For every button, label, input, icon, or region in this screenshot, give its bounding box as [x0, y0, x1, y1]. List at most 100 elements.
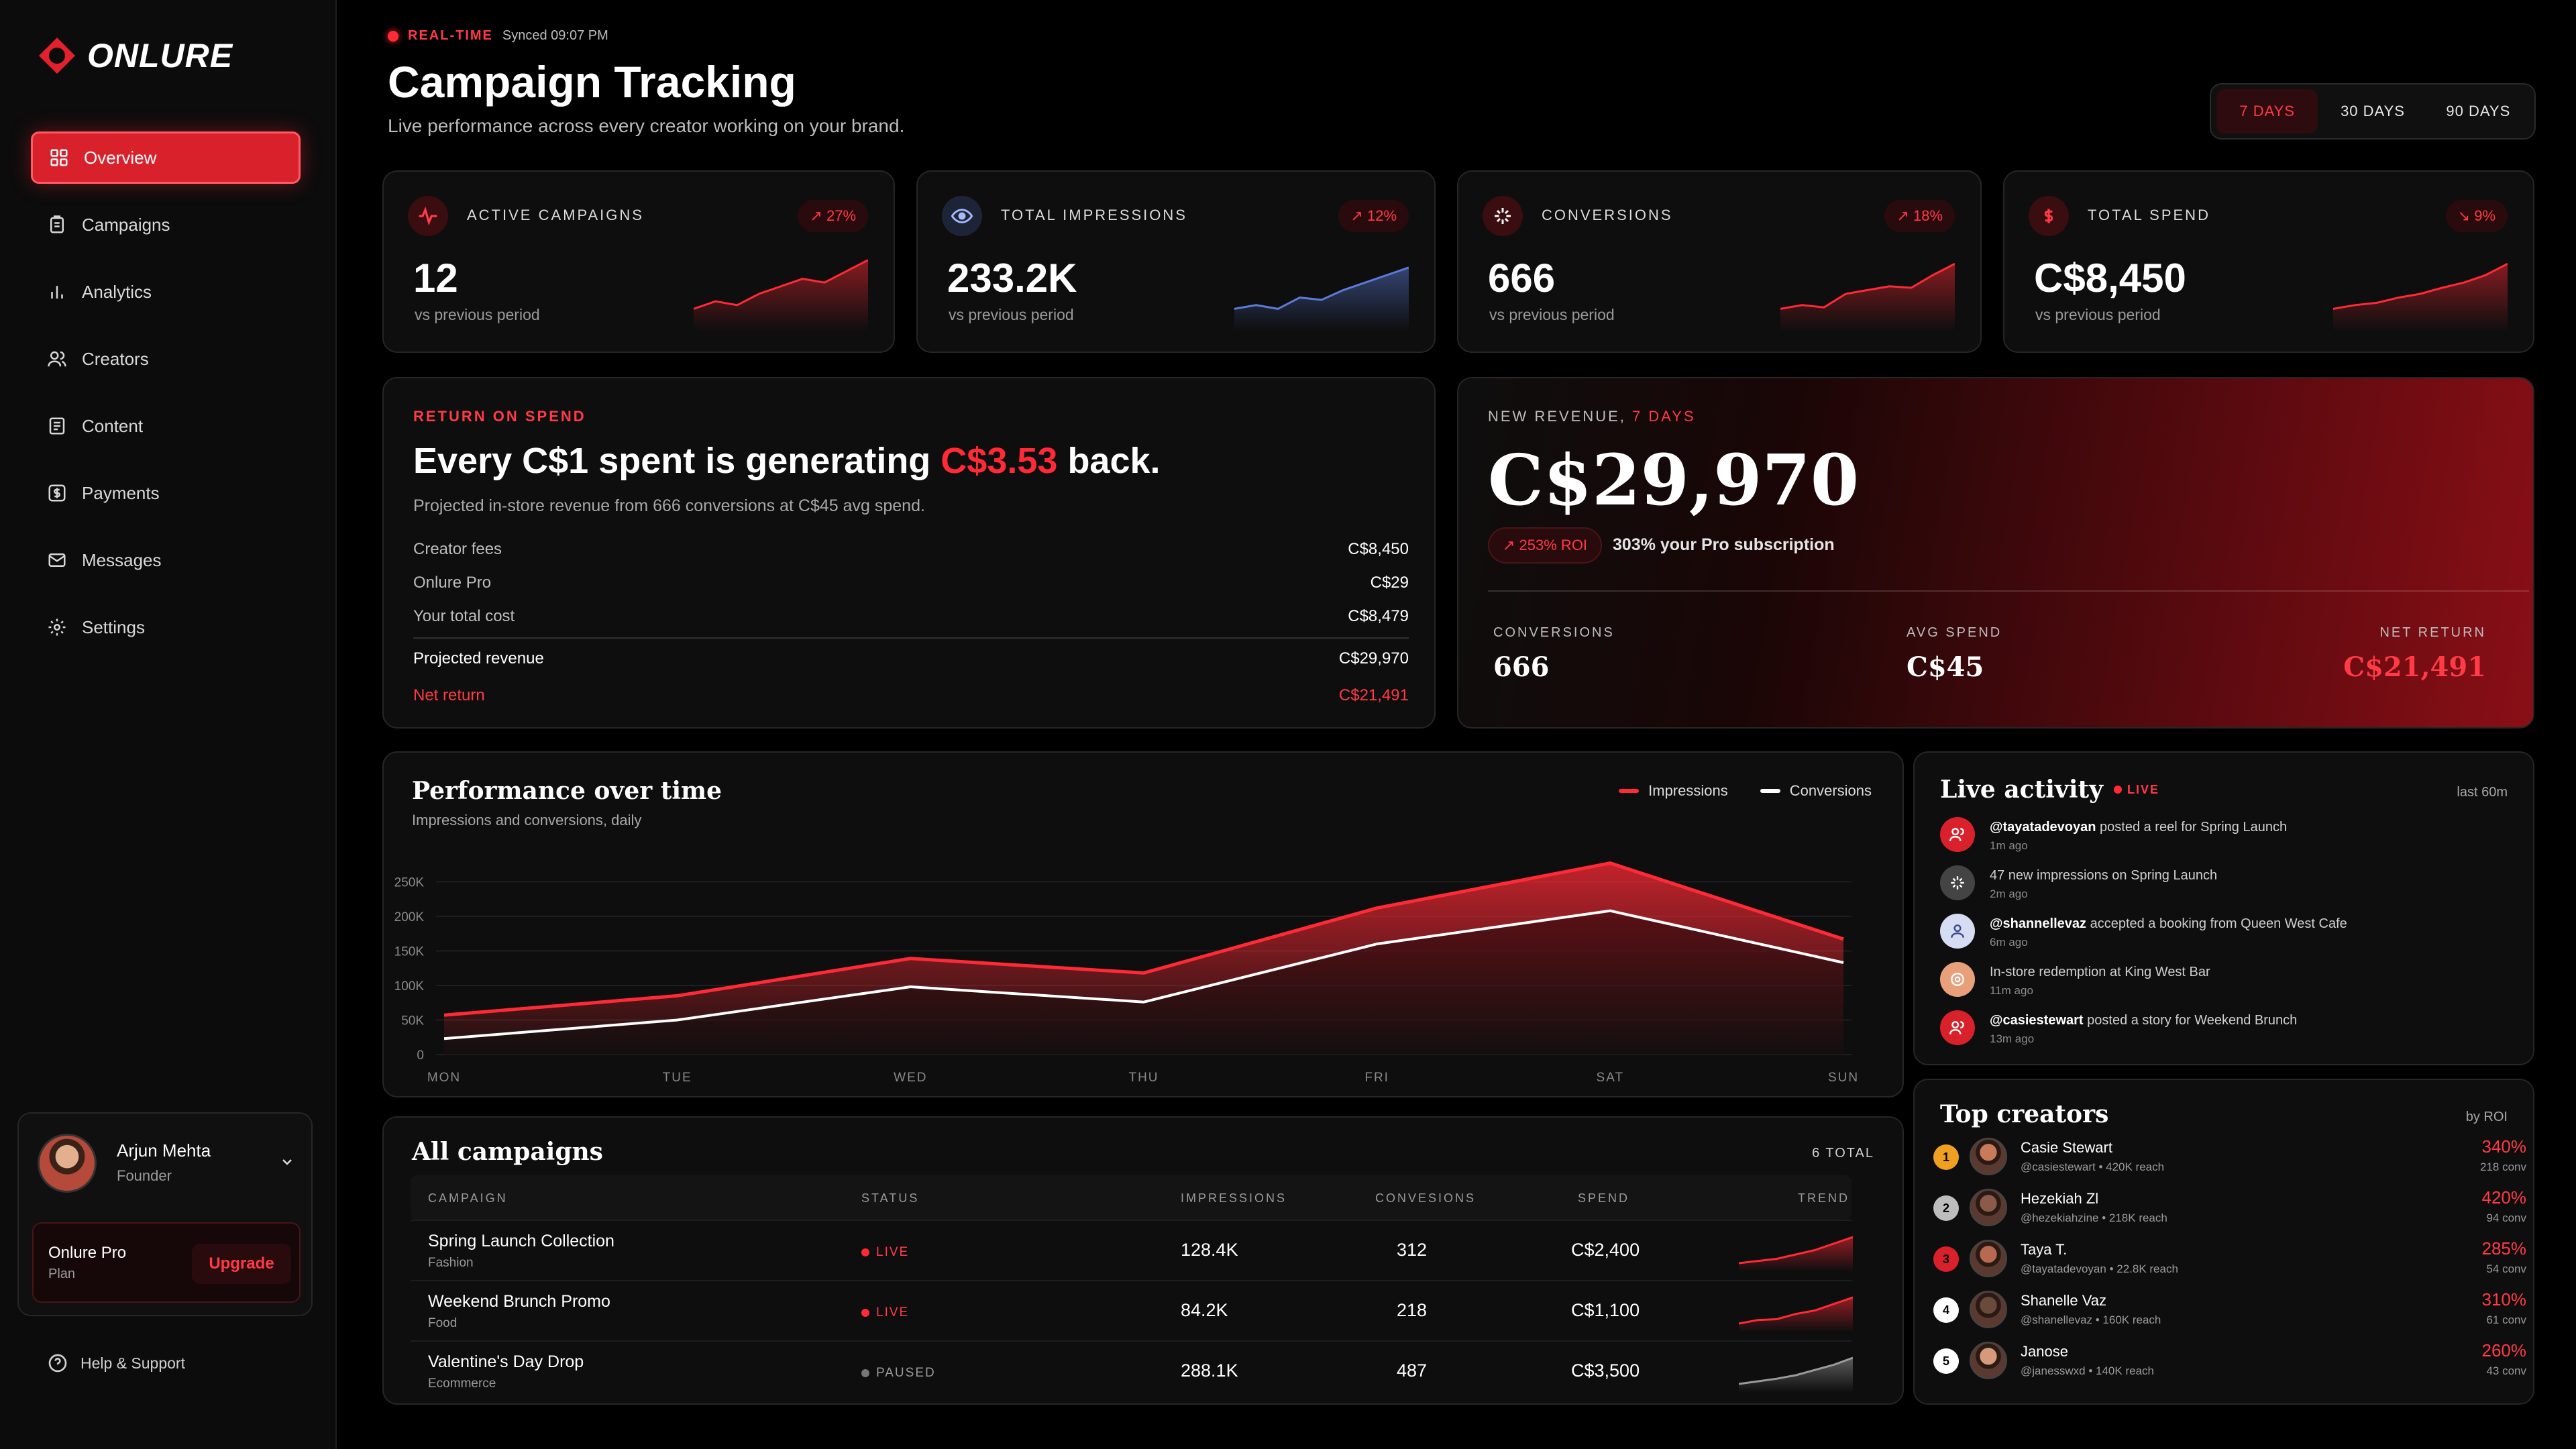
col-campaign[interactable]: CAMPAIGN	[428, 1191, 508, 1205]
brand-logo[interactable]: ONLURE	[36, 35, 233, 76]
sidebar-item-overview[interactable]: Overview	[31, 131, 301, 184]
range-30-days-button[interactable]: 30 DAYS	[2341, 103, 2405, 119]
sparkline-line	[1780, 262, 1955, 310]
activity-item[interactable]: @casiestewart posted a story for Weekend…	[1940, 1010, 2297, 1046]
campaigns-title: All campaigns	[412, 1138, 603, 1166]
creator-row[interactable]: 5 Janose @janesswxd • 140K reach 260% 43 con…	[1933, 1338, 2526, 1385]
cell-conversions: 312	[1397, 1240, 1428, 1260]
legend-item-impressions[interactable]: Impressions	[1619, 782, 1728, 800]
revenue-value: C$29,970	[1488, 439, 1860, 521]
kpi-card-conversions[interactable]: CONVERSIONS ↗ 18% 666 vs previous period	[1457, 170, 1982, 353]
sparkline-line	[1234, 266, 1409, 310]
grid-icon	[49, 148, 69, 168]
sparkline-line	[2333, 262, 2508, 310]
sidebar-item-content[interactable]: Content	[31, 400, 301, 452]
creator-roi: 310%	[2481, 1289, 2527, 1309]
synced-time: Synced 09:07 PM	[502, 28, 608, 43]
x-tick-label: MON	[427, 1071, 461, 1085]
sidebar-item-messages[interactable]: Messages	[31, 534, 301, 586]
all-campaigns-card: All campaigns 6 TOTAL CAMPAIGN STATUS IM…	[382, 1116, 1904, 1405]
cell-impressions: 128.4K	[1181, 1240, 1238, 1260]
activity-item[interactable]: @tayatadevoyan posted a reel for Spring …	[1940, 817, 2287, 853]
table-row[interactable]: Spring Launch Collection Fashion LIVE 128.4…	[411, 1220, 1853, 1280]
revenue-label: NEW REVENUE, 7 DAYS	[1488, 408, 1696, 425]
sidebar-item-campaigns[interactable]: Campaigns	[31, 199, 301, 251]
creator-roi: 260%	[2481, 1340, 2527, 1360]
live-dot-icon	[388, 30, 398, 42]
brand-name: ONLURE	[87, 37, 233, 74]
y-tick-label: 200K	[394, 910, 425, 924]
user-icon	[1940, 914, 1975, 949]
table-row[interactable]: Valentine's Day Drop Ecommerce PAUSED 288.1…	[411, 1340, 1853, 1401]
campaign-name[interactable]: Spring Launch Collection	[428, 1232, 614, 1250]
activity-user[interactable]: @casiestewart	[1990, 1013, 2084, 1028]
x-tick-label: WED	[894, 1071, 927, 1085]
legend-item-conversions[interactable]: Conversions	[1760, 782, 1872, 800]
kpi-card-active-campaigns[interactable]: ACTIVE CAMPAIGNS ↗ 27% 12 vs previous pe…	[382, 170, 895, 353]
chevron-down-icon[interactable]	[279, 1154, 295, 1170]
sparkline	[2333, 262, 2508, 331]
trend-sparkline	[1739, 1356, 1853, 1393]
col-impressions[interactable]: IMPRESSIONS	[1181, 1191, 1287, 1205]
activity-user[interactable]: @shannellevaz	[1990, 916, 2087, 931]
help-support-link[interactable]: Help & Support	[47, 1352, 185, 1374]
col-conversions[interactable]: CONVESIONS	[1375, 1191, 1477, 1205]
performance-chart-card: Performance over time Impressions and co…	[382, 751, 1904, 1097]
status-badge: LIVE	[861, 1305, 909, 1320]
activity-text: @shannellevaz accepted a booking from Qu…	[1990, 916, 2347, 931]
creator-handle: @tayatadevoyan • 22.8K reach	[2021, 1263, 2178, 1275]
y-tick-label: 150K	[394, 945, 425, 959]
col-spend[interactable]: SPEND	[1578, 1191, 1630, 1205]
creator-handle: @janesswxd • 140K reach	[2021, 1364, 2154, 1377]
roi-label: RETURN ON SPEND	[413, 408, 586, 425]
creator-handle: @shanellevaz • 160K reach	[2021, 1313, 2161, 1326]
activity-item[interactable]: 47 new impressions on Spring Launch 2m ag…	[1940, 865, 2217, 901]
x-tick-label: FRI	[1364, 1071, 1389, 1085]
avatar	[1970, 1189, 2007, 1226]
gear-icon	[47, 617, 67, 637]
kpi-card-total-spend[interactable]: TOTAL SPEND ↘ 9% C$8,450 vs previous per…	[2003, 170, 2534, 353]
status-badge: PAUSED	[861, 1366, 936, 1381]
campaign-category: Ecommerce	[428, 1377, 496, 1391]
kpi-label: CONVERSIONS	[1542, 207, 1673, 223]
activity-item[interactable]: In-store redemption at King West Bar 11m …	[1940, 962, 2210, 998]
sidebar-item-settings[interactable]: Settings	[31, 601, 301, 653]
users-icon	[47, 349, 67, 369]
creator-row[interactable]: 4 Shanelle Vaz @shanellevaz • 160K reach 31…	[1933, 1287, 2526, 1334]
col-trend[interactable]: TREND	[1798, 1191, 1849, 1205]
col-status[interactable]: STATUS	[861, 1191, 920, 1205]
creator-row[interactable]: 2 Hezekiah Zl @hezekiahzine • 218K reach 42…	[1933, 1185, 2526, 1232]
rank-badge: 1	[1933, 1144, 1959, 1170]
plan-name: Onlure Pro	[48, 1244, 127, 1262]
sidebar-item-creators[interactable]: Creators	[31, 333, 301, 385]
avatar	[1970, 1342, 2007, 1379]
trend-line	[1739, 1236, 1853, 1265]
creator-row[interactable]: 1 Casie Stewart @casiestewart • 420K reach…	[1933, 1134, 2526, 1181]
cell-impressions: 84.2K	[1181, 1300, 1228, 1320]
profile-name: Arjun Mehta	[117, 1140, 211, 1161]
table-row[interactable]: Weekend Brunch Promo Food LIVE 84.2K 218 C$1,…	[411, 1280, 1853, 1340]
activity-user[interactable]: @tayatadevoyan	[1990, 820, 2096, 835]
creator-row[interactable]: 3 Taya T. @tayatadevoyan • 22.8K reach 285%…	[1933, 1236, 2526, 1283]
document-icon	[47, 416, 67, 436]
upgrade-button[interactable]: Upgrade	[192, 1244, 291, 1284]
creator-conversions: 54 conv	[2486, 1263, 2526, 1275]
creator-conversions: 94 conv	[2486, 1212, 2526, 1224]
activity-time: 11m ago	[1990, 984, 2033, 997]
kpi-subtext: vs previous period	[2035, 306, 2161, 323]
sidebar-item-label: Messages	[82, 549, 162, 570]
range-90-days-button[interactable]: 90 DAYS	[2446, 103, 2511, 119]
creator-name: Shanelle Vaz	[2021, 1292, 2107, 1309]
sidebar-item-payments[interactable]: Payments	[31, 467, 301, 519]
sidebar-item-analytics[interactable]: Analytics	[31, 266, 301, 318]
campaign-name[interactable]: Weekend Brunch Promo	[428, 1292, 610, 1311]
profile-role: Founder	[117, 1167, 172, 1184]
sparkle-icon	[1483, 196, 1523, 236]
range-7-days-button[interactable]: 7 DAYS	[2216, 89, 2318, 133]
activity-item[interactable]: @shannellevaz accepted a booking from Qu…	[1940, 914, 2347, 949]
avatar	[1970, 1138, 2007, 1175]
kpi-card-total-impressions[interactable]: TOTAL IMPRESSIONS ↗ 12% 233.2K vs previo…	[916, 170, 1436, 353]
cell-impressions: 288.1K	[1181, 1360, 1238, 1381]
avatar[interactable]	[38, 1134, 97, 1193]
campaign-name[interactable]: Valentine's Day Drop	[428, 1352, 584, 1371]
